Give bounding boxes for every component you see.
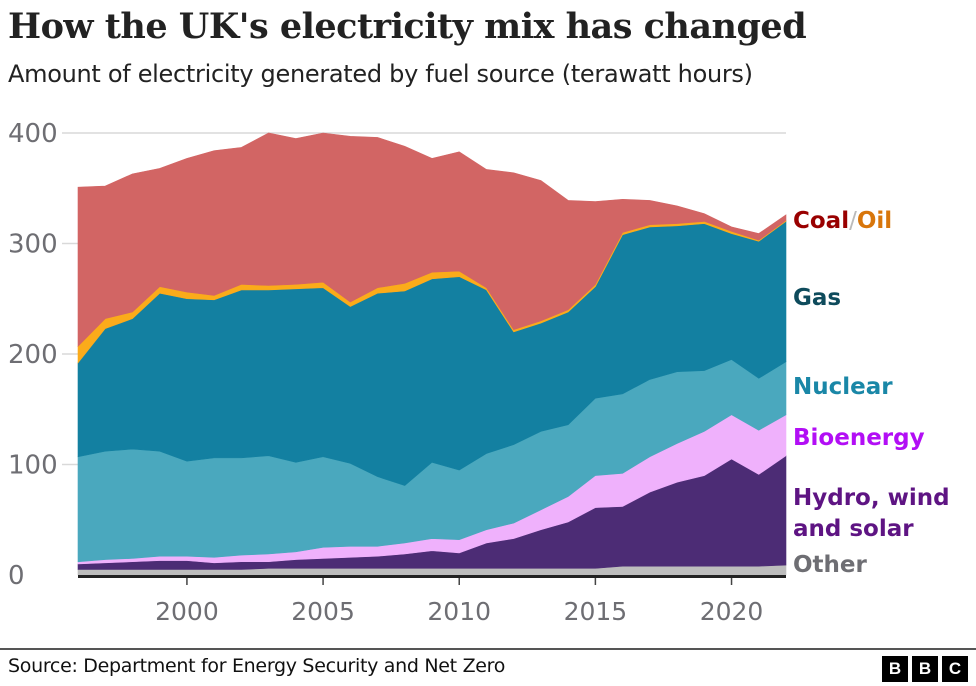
chart-title: How the UK's electricity mix has changed — [8, 6, 807, 47]
footer-divider — [0, 648, 976, 650]
label-gas: Gas — [793, 285, 842, 311]
bbc-logo-block: C — [942, 656, 968, 682]
label-separator: / — [849, 208, 857, 234]
y-tick-label: 0 — [8, 561, 25, 591]
bbc-logo: B B C — [882, 656, 968, 682]
label-nuclear: Nuclear — [793, 374, 893, 400]
x-tick-label: 2020 — [700, 597, 764, 626]
label-hydro-line-2: and solar — [793, 516, 914, 542]
label-hydro-wind-solar: Hydro, wind and solar — [793, 483, 950, 545]
bbc-logo-block: B — [882, 656, 908, 682]
label-hydro-line-1: Hydro, wind — [793, 485, 950, 511]
label-coal: Coal — [793, 208, 850, 234]
label-other: Other — [793, 552, 867, 578]
area-coal — [77, 132, 787, 347]
bbc-logo-block: B — [912, 656, 938, 682]
x-tick-label: 2005 — [291, 597, 355, 626]
x-tick-label: 2000 — [155, 597, 219, 626]
label-bioenergy: Bioenergy — [793, 425, 925, 451]
source-note: Source: Department for Energy Security a… — [8, 655, 506, 677]
label-coal-oil: Coal/Oil — [793, 206, 892, 237]
y-tick-label: 300 — [8, 230, 58, 260]
y-tick-label: 100 — [8, 451, 58, 481]
chart-subtitle: Amount of electricity generated by fuel … — [8, 60, 753, 88]
label-oil: Oil — [856, 208, 893, 234]
stacked-area-chart: 0 100 200 300 400 2000 2005 2010 2015 2020 — [8, 119, 787, 626]
x-tick-label: 2015 — [564, 597, 628, 626]
y-tick-label: 400 — [8, 119, 58, 149]
y-tick-label: 200 — [8, 340, 58, 370]
x-tick-label: 2010 — [427, 597, 491, 626]
